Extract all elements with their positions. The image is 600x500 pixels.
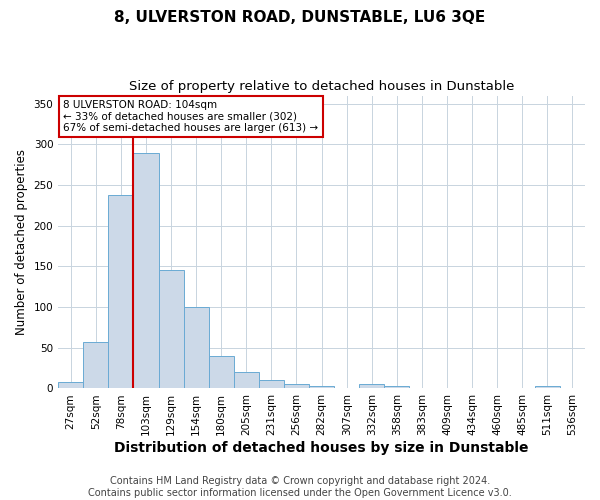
Bar: [234, 372, 259, 388]
Bar: [109, 195, 133, 388]
Bar: [58, 382, 83, 388]
Bar: [133, 152, 158, 388]
Bar: [83, 342, 109, 388]
Bar: [284, 384, 309, 388]
Text: 8, ULVERSTON ROAD, DUNSTABLE, LU6 3QE: 8, ULVERSTON ROAD, DUNSTABLE, LU6 3QE: [115, 10, 485, 25]
Bar: [359, 384, 385, 388]
Text: Contains HM Land Registry data © Crown copyright and database right 2024.
Contai: Contains HM Land Registry data © Crown c…: [88, 476, 512, 498]
Bar: [184, 307, 209, 388]
Bar: [259, 380, 284, 388]
Text: 8 ULVERSTON ROAD: 104sqm
← 33% of detached houses are smaller (302)
67% of semi-: 8 ULVERSTON ROAD: 104sqm ← 33% of detach…: [64, 100, 319, 133]
Bar: [209, 356, 234, 388]
Title: Size of property relative to detached houses in Dunstable: Size of property relative to detached ho…: [129, 80, 514, 93]
Bar: [158, 270, 184, 388]
Y-axis label: Number of detached properties: Number of detached properties: [15, 149, 28, 335]
Bar: [535, 386, 560, 388]
Bar: [385, 386, 409, 388]
X-axis label: Distribution of detached houses by size in Dunstable: Distribution of detached houses by size …: [115, 441, 529, 455]
Bar: [309, 386, 334, 388]
